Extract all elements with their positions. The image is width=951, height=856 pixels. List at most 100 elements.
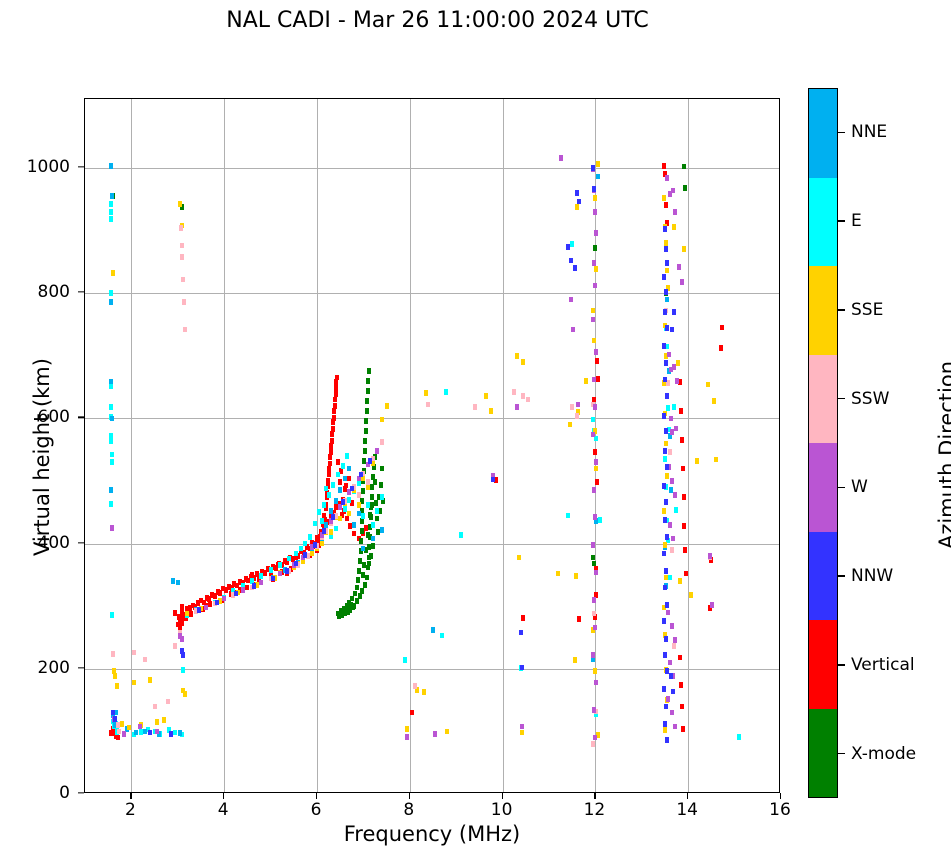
colorbar-segment-sse (809, 266, 837, 355)
data-point-vertical (352, 530, 357, 537)
data-point-e (566, 512, 571, 519)
data-point-e (440, 632, 445, 639)
data-point-e (591, 416, 596, 423)
data-point-w (679, 279, 684, 285)
data-point-x-mode (363, 582, 368, 588)
x-tick-mark (594, 793, 596, 799)
data-point-w (594, 569, 599, 576)
data-point-x-mode (361, 488, 366, 494)
data-point-vertical (333, 391, 338, 397)
data-point-e (108, 383, 113, 390)
data-point-nnw (592, 186, 597, 192)
data-point-w (347, 489, 352, 495)
data-point-nnw (672, 309, 677, 315)
data-point-x-mode (355, 577, 360, 583)
data-point-vertical (327, 471, 332, 478)
data-point-vertical (229, 585, 234, 591)
data-point-e (663, 456, 667, 462)
data-point-w (179, 635, 184, 642)
colorbar-tick-mark (838, 664, 845, 666)
data-point-nnw (664, 260, 669, 266)
data-point-sse (127, 724, 132, 731)
data-point-sse (521, 359, 526, 365)
data-point-vertical (594, 592, 599, 598)
data-point-nne (109, 415, 114, 422)
data-point-w (571, 326, 576, 333)
data-point-e (324, 485, 329, 492)
data-point-nnw (181, 652, 186, 658)
data-point-vertical (237, 578, 242, 585)
data-point-vertical (662, 163, 667, 169)
data-point-sse (338, 515, 343, 522)
data-point-nnw (180, 648, 185, 655)
data-point-ssw (143, 656, 148, 663)
data-point-sse (675, 360, 680, 367)
data-point-ssw (342, 498, 347, 504)
data-point-nne (109, 193, 114, 199)
data-point-x-mode (358, 538, 363, 544)
data-point-sse (714, 456, 719, 463)
data-point-x-mode (366, 544, 371, 551)
x-tick-mark (223, 793, 225, 799)
data-point-w (671, 673, 676, 680)
colorbar-tick-label: Vertical (851, 654, 915, 675)
data-point-sse (567, 421, 572, 428)
data-point-sse (663, 541, 667, 548)
data-point-e (335, 471, 340, 478)
y-tick-mark (78, 166, 84, 168)
data-point-w (670, 429, 675, 435)
data-point-e (173, 729, 178, 736)
data-point-sse (664, 267, 669, 274)
data-point-nnw (591, 165, 596, 171)
data-point-e (303, 540, 308, 547)
data-point-nnw (284, 568, 289, 574)
data-point-vertical (285, 559, 290, 566)
data-point-vertical (593, 449, 598, 455)
data-point-w (667, 659, 672, 666)
colorbar-tick-mark (838, 309, 845, 311)
data-point-sse (663, 727, 667, 733)
gridline-horizontal (85, 543, 779, 545)
data-point-e (333, 525, 338, 532)
x-tick-label: 6 (310, 800, 322, 820)
page-title: NAL CADI - Mar 26 11:00:00 2024 UTC (226, 8, 649, 33)
data-point-x-mode (378, 508, 383, 514)
data-point-ssw (231, 592, 236, 598)
data-point-w (310, 544, 315, 551)
data-point-x-mode (346, 605, 351, 612)
data-point-x-mode (369, 494, 374, 501)
data-point-sse (572, 657, 577, 663)
data-point-sse (705, 381, 710, 388)
data-point-vertical (324, 501, 329, 508)
data-point-sse (361, 475, 366, 482)
data-point-w (665, 175, 670, 181)
gridline-vertical (502, 99, 504, 792)
data-point-w (593, 734, 598, 741)
data-point-ssw (570, 404, 575, 410)
data-point-ssw (173, 643, 178, 650)
data-point-vertical (294, 554, 299, 561)
data-point-sse (593, 195, 598, 201)
data-point-vertical (329, 438, 334, 444)
data-point-vertical (190, 602, 195, 609)
data-point-ssw (361, 470, 366, 477)
data-point-e (108, 201, 113, 207)
data-point-w (591, 431, 596, 438)
data-point-nnw (664, 392, 669, 399)
data-point-sse (328, 529, 333, 536)
data-point-w (375, 448, 380, 454)
data-point-w (594, 679, 599, 686)
y-tick-mark (78, 416, 84, 418)
data-point-ssw (181, 276, 186, 283)
data-point-sse (347, 510, 352, 517)
data-point-sse (663, 440, 668, 447)
data-point-nne (109, 378, 114, 385)
data-point-nnw (520, 664, 525, 671)
data-point-e (108, 433, 113, 439)
data-point-e (356, 480, 361, 486)
data-point-sse (310, 550, 315, 557)
data-point-x-mode (365, 397, 370, 404)
data-point-sse (574, 203, 579, 210)
data-point-sse (514, 352, 519, 359)
data-point-vertical (178, 617, 183, 624)
